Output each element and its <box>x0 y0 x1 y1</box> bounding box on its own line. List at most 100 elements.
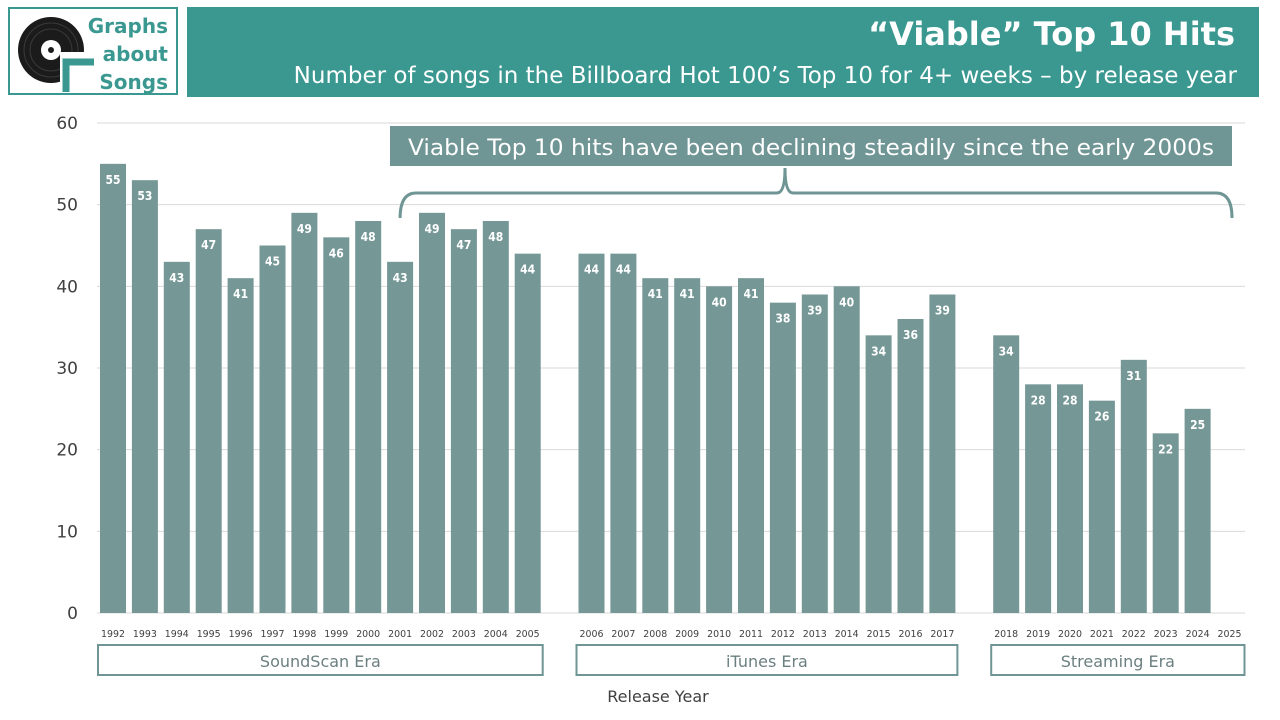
x-tick-label: 2005 <box>516 629 540 640</box>
bar-value-label: 28 <box>1062 393 1077 407</box>
era-box <box>990 644 1246 676</box>
y-tick-label: 10 <box>56 522 78 542</box>
bar-value-label: 45 <box>265 255 280 269</box>
x-tick-label: 2000 <box>356 629 380 640</box>
x-tick-label: 1992 <box>101 629 125 640</box>
bar <box>259 245 286 613</box>
y-tick-label: 0 <box>67 604 78 624</box>
bar <box>419 212 445 614</box>
x-tick-label: 1999 <box>324 629 348 640</box>
x-tick-label: 2002 <box>420 629 444 640</box>
annotation-text: Viable Top 10 hits have been declining s… <box>408 136 1214 161</box>
bar <box>865 335 892 613</box>
bar-value-label: 39 <box>807 304 822 318</box>
bar <box>610 253 637 613</box>
bar-value-label: 47 <box>456 238 471 252</box>
x-axis-label: Release Year <box>607 687 709 706</box>
chart-title: “Viable” Top 10 Hits <box>868 15 1235 53</box>
bar <box>195 229 222 613</box>
bar <box>291 212 318 614</box>
bar <box>482 221 509 613</box>
annotation-brace <box>398 167 1234 219</box>
x-tick-label: 2015 <box>867 629 891 640</box>
bar <box>1057 384 1083 613</box>
bar <box>674 278 701 613</box>
x-tick-label: 2007 <box>611 629 635 640</box>
era-label: SoundScan Era <box>260 652 381 671</box>
bar-value-label: 49 <box>297 222 312 236</box>
bar-value-label: 34 <box>871 344 887 358</box>
logo-line-1: Graphs <box>87 14 168 38</box>
bar-value-label: 44 <box>520 263 536 277</box>
x-tick-label: 2021 <box>1090 629 1114 640</box>
bar <box>642 278 669 613</box>
bar-value-label: 53 <box>137 189 152 203</box>
x-tick-label: 2012 <box>771 629 795 640</box>
bar <box>1184 408 1211 613</box>
bar <box>1152 433 1179 613</box>
x-tick-label: 2024 <box>1186 629 1210 640</box>
x-tick-label: 1994 <box>165 629 189 640</box>
bar <box>929 294 956 613</box>
bar <box>769 302 796 613</box>
bar-value-label: 49 <box>424 222 439 236</box>
bar <box>100 163 126 614</box>
bar-value-label: 40 <box>839 295 854 309</box>
x-tick-label: 2016 <box>899 629 923 640</box>
bar-value-label: 38 <box>775 312 790 326</box>
logo-line-2: about <box>102 42 168 66</box>
bar-value-label: 22 <box>1158 442 1173 456</box>
x-tick-label: 2014 <box>835 629 859 640</box>
x-tick-label: 1995 <box>197 629 221 640</box>
bar <box>1120 359 1147 613</box>
bar-value-label: 48 <box>488 230 503 244</box>
bar <box>163 261 190 613</box>
bar-value-label: 28 <box>1031 393 1046 407</box>
bar-value-label: 55 <box>105 173 120 187</box>
x-tick-label: 1997 <box>261 629 285 640</box>
bar <box>355 221 382 613</box>
annotation-box <box>390 126 1232 166</box>
bar-value-label: 39 <box>935 304 950 318</box>
x-tick-label: 1993 <box>133 629 157 640</box>
bar <box>131 180 158 613</box>
bar <box>833 286 860 613</box>
bar <box>1025 384 1052 613</box>
bar-value-label: 44 <box>616 263 632 277</box>
bar-value-label: 25 <box>1190 418 1205 432</box>
bar <box>1088 400 1115 613</box>
bar-value-label: 46 <box>329 246 344 260</box>
y-tick-label: 50 <box>56 196 78 216</box>
x-tick-label: 2008 <box>643 629 667 640</box>
x-tick-label: 2003 <box>452 629 476 640</box>
x-tick-label: 2006 <box>580 629 604 640</box>
era-box <box>97 644 544 676</box>
x-tick-label: 2013 <box>803 629 827 640</box>
x-tick-label: 1998 <box>292 629 316 640</box>
bar-value-label: 47 <box>201 238 216 252</box>
era-box <box>575 644 959 676</box>
bar-value-label: 48 <box>361 230 376 244</box>
bar-value-label: 41 <box>743 287 758 301</box>
bar-value-label: 31 <box>1126 369 1141 383</box>
bar-value-label: 41 <box>233 287 248 301</box>
bar-value-label: 36 <box>903 328 918 342</box>
x-tick-label: 2020 <box>1058 629 1082 640</box>
x-tick-label: 2018 <box>994 629 1018 640</box>
x-tick-label: 2023 <box>1154 629 1178 640</box>
x-tick-label: 2019 <box>1026 629 1050 640</box>
bar <box>738 278 764 613</box>
logo-box: Graphs about Songs <box>8 7 178 95</box>
y-tick-label: 20 <box>56 441 78 461</box>
bar <box>897 319 924 613</box>
y-tick-label: 40 <box>56 277 78 297</box>
x-tick-label: 2001 <box>388 629 412 640</box>
bar-value-label: 40 <box>712 295 727 309</box>
logo-line-3: Songs <box>99 70 168 94</box>
bar <box>323 237 350 614</box>
bar-value-label: 41 <box>648 287 663 301</box>
x-tick-label: 2022 <box>1122 629 1146 640</box>
y-tick-label: 60 <box>56 114 78 134</box>
bar-value-label: 34 <box>999 344 1015 358</box>
title-bar: “Viable” Top 10 Hits Number of songs in … <box>187 7 1259 97</box>
